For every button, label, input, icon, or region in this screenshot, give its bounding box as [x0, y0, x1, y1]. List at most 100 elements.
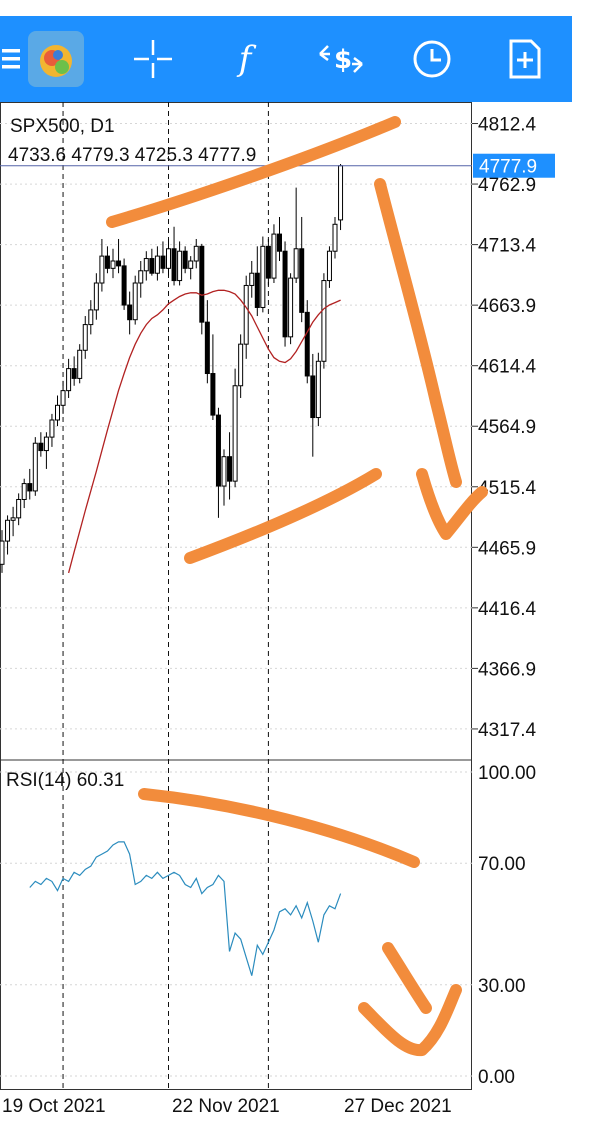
price-chart[interactable]: 4812.4 4762.9 4713.4 4663.9 4614.4 4564.9 4515…: [0, 102, 590, 1145]
candle-bull: [5, 519, 11, 542]
crosshair-button[interactable]: [128, 16, 178, 102]
candle-bear: [304, 311, 310, 377]
candle-bull: [188, 260, 194, 269]
candle-bull: [315, 360, 321, 419]
candle-bear: [210, 373, 216, 416]
crosshair-icon: [134, 40, 172, 78]
candle-bull: [66, 368, 72, 392]
candle-bull: [16, 498, 22, 519]
time-axis: 19 Oct 2021 22 Nov 2021 27 Dec 2021: [2, 1096, 452, 1117]
price-tick-label: 4614.4: [478, 357, 537, 378]
rsi-tick-label: 100.00: [478, 763, 536, 784]
candle-bull: [321, 280, 327, 362]
rsi-label: RSI(14) 60.31: [6, 770, 124, 791]
candle-bull: [243, 284, 249, 345]
candle-bear: [160, 255, 166, 269]
ohlc-values: 4733.6 4779.3 4725.3 4777.9: [8, 145, 256, 166]
annotation-rsi-trend: [138, 788, 420, 868]
chart-frame: [0, 102, 472, 1090]
top-toolbar: f $: [0, 16, 572, 102]
svg-text:$: $: [334, 45, 352, 75]
candle-bear: [38, 442, 44, 452]
chart-area[interactable]: 4812.4 4762.9 4713.4 4663.9 4614.4 4564.9 4515…: [0, 102, 590, 1145]
candle-bull: [332, 223, 338, 252]
candle-bull: [249, 272, 255, 286]
candle-bear: [265, 245, 271, 279]
candle-bull: [60, 390, 66, 406]
svg-text:f: f: [236, 39, 257, 79]
annotation-rsi-arrow-head: [358, 984, 462, 1057]
annotation-down-arrow-shaft: [374, 178, 462, 488]
candle-bull: [154, 255, 160, 274]
candle-bull: [21, 483, 27, 500]
candle-bear: [127, 304, 133, 321]
new-order-button[interactable]: [500, 16, 550, 102]
candle-bull: [10, 517, 16, 521]
candle-bear: [277, 233, 282, 252]
candle-bull: [132, 282, 138, 321]
candle-bull: [55, 404, 60, 421]
timeframe-clock-icon: [413, 40, 451, 78]
annotation-upper-trend: [106, 116, 401, 228]
candle-bull: [88, 309, 94, 326]
candle-bull: [166, 248, 171, 269]
candle-bear: [71, 368, 77, 379]
candle-bull: [177, 250, 183, 282]
menu-icon: [2, 49, 20, 69]
candle-bear: [116, 260, 122, 267]
candle-bull: [143, 258, 149, 272]
date-tick-label: 27 Dec 2021: [344, 1096, 452, 1117]
annotation-down-arrow-head: [416, 468, 488, 540]
candle-bear: [282, 250, 288, 338]
candle-bull: [260, 245, 266, 308]
menu-button[interactable]: [0, 16, 22, 102]
price-tick-label: 4317.4: [478, 720, 537, 741]
candle-bear: [299, 248, 305, 313]
candle-bear: [27, 483, 33, 492]
candle-bear: [149, 258, 155, 274]
app-logo-button[interactable]: [26, 16, 86, 102]
price-tick-label: 4465.9: [478, 538, 536, 559]
candle-bear: [121, 265, 127, 306]
hand-drawn-annotations: [106, 116, 488, 1057]
candles: [0, 164, 344, 573]
candle-bear: [204, 321, 210, 375]
candle-bull: [110, 260, 116, 269]
symbol-title: SPX500, D1: [10, 116, 115, 137]
candle-bull: [82, 324, 88, 351]
annotation-rsi-arrow-shaft: [382, 942, 432, 1014]
candle-bull: [99, 255, 105, 284]
indicators-icon: f: [236, 39, 257, 79]
annotation-lower-trend: [184, 468, 382, 564]
candle-bear: [171, 248, 177, 282]
rsi-tick-label: 0.00: [478, 1067, 515, 1088]
candle-bull: [93, 282, 99, 311]
price-tick-label: 4812.4: [478, 115, 537, 136]
candle-bull: [232, 385, 238, 482]
candle-bull: [221, 456, 227, 487]
timeframe-button[interactable]: [408, 16, 456, 102]
date-tick-label: 19 Oct 2021: [2, 1096, 106, 1117]
candle-bull: [0, 540, 5, 565]
candle-bull: [193, 245, 199, 262]
current-price-value: 4777.9: [479, 157, 537, 178]
current-price-tag: 4777.9: [473, 153, 555, 178]
price-tick-label: 4515.4: [478, 478, 537, 499]
date-tick-label: 22 Nov 2021: [172, 1096, 280, 1117]
price-axis: 4812.4 4762.9 4713.4 4663.9 4614.4 4564.9 4515…: [472, 115, 537, 741]
candle-bull: [43, 436, 49, 452]
new-order-icon: [509, 39, 541, 79]
indicators-button[interactable]: f: [222, 16, 268, 102]
candle-bull: [77, 349, 83, 379]
moving-average-line: [67, 289, 341, 574]
price-tick-label: 4564.9: [478, 417, 536, 438]
candle-bear: [104, 255, 110, 269]
candle-bull: [288, 277, 294, 338]
trade-button[interactable]: $: [314, 16, 368, 102]
rsi-tick-label: 70.00: [478, 854, 526, 875]
candle-bear: [227, 456, 233, 482]
rsi-tick-label: 30.00: [478, 976, 526, 997]
candle-bull: [49, 419, 55, 438]
candle-bear: [215, 414, 221, 487]
price-tick-label: 4663.9: [478, 296, 536, 317]
